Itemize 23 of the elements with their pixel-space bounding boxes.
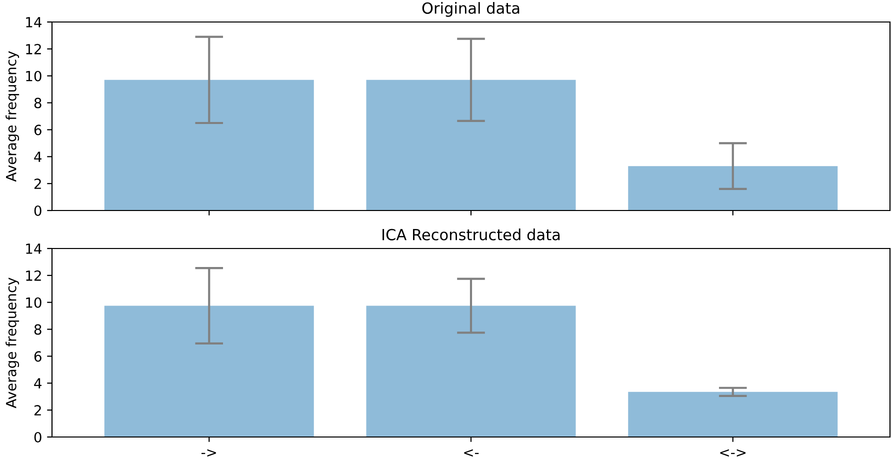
y-tick-label: 8 xyxy=(34,98,42,108)
chart-title: ICA Reconstructed data xyxy=(382,228,560,240)
y-tick-label: 8 xyxy=(34,324,42,335)
y-tick-label: 4 xyxy=(34,378,42,388)
y-tick-label: 14 xyxy=(26,17,42,28)
y-tick-label: 12 xyxy=(26,270,41,281)
y-axis-title: Average frequency xyxy=(6,278,20,408)
y-tick-label: 6 xyxy=(34,124,42,136)
y-tick-label: 0 xyxy=(34,432,42,442)
y-tick-label: 2 xyxy=(34,178,41,189)
y-tick-label: 10 xyxy=(26,297,42,308)
y-tick-label: 10 xyxy=(26,70,42,82)
y-tick-label: 2 xyxy=(34,405,41,416)
y-tick-label: 12 xyxy=(26,44,41,54)
x-tick-label: <-> xyxy=(720,449,746,457)
y-tick-label: 4 xyxy=(34,152,42,162)
y-tick-label: 6 xyxy=(34,351,42,362)
x-tick-label: -> xyxy=(201,449,216,457)
x-tick-label: <- xyxy=(464,449,479,457)
y-axis-title: Average frequency xyxy=(6,51,20,182)
y-tick-label: 0 xyxy=(34,205,42,216)
y-tick-label: 14 xyxy=(26,244,42,254)
chart-title: Original data xyxy=(422,2,520,17)
